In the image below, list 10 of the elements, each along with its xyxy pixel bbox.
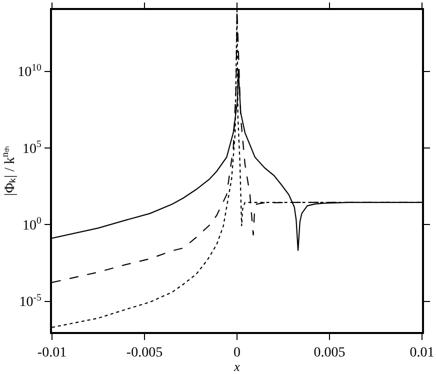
y-tick-label: 10$^{10}$ — [18, 62, 42, 80]
x-tick-label: 0.01 — [410, 346, 434, 361]
x-axis-title: x — [233, 359, 240, 374]
x-tick-label: -0.005 — [126, 346, 163, 361]
y-tick-label: 10$^{-5}$ — [19, 292, 42, 310]
y-tick-label: 10$^{5}$ — [22, 139, 42, 157]
y-tick-label: 10$^{0}$ — [22, 216, 42, 234]
x-tick-label: 0 — [234, 346, 240, 361]
x-tick-label: -0.01 — [37, 346, 67, 361]
x-tick-label: 0.005 — [314, 346, 346, 361]
